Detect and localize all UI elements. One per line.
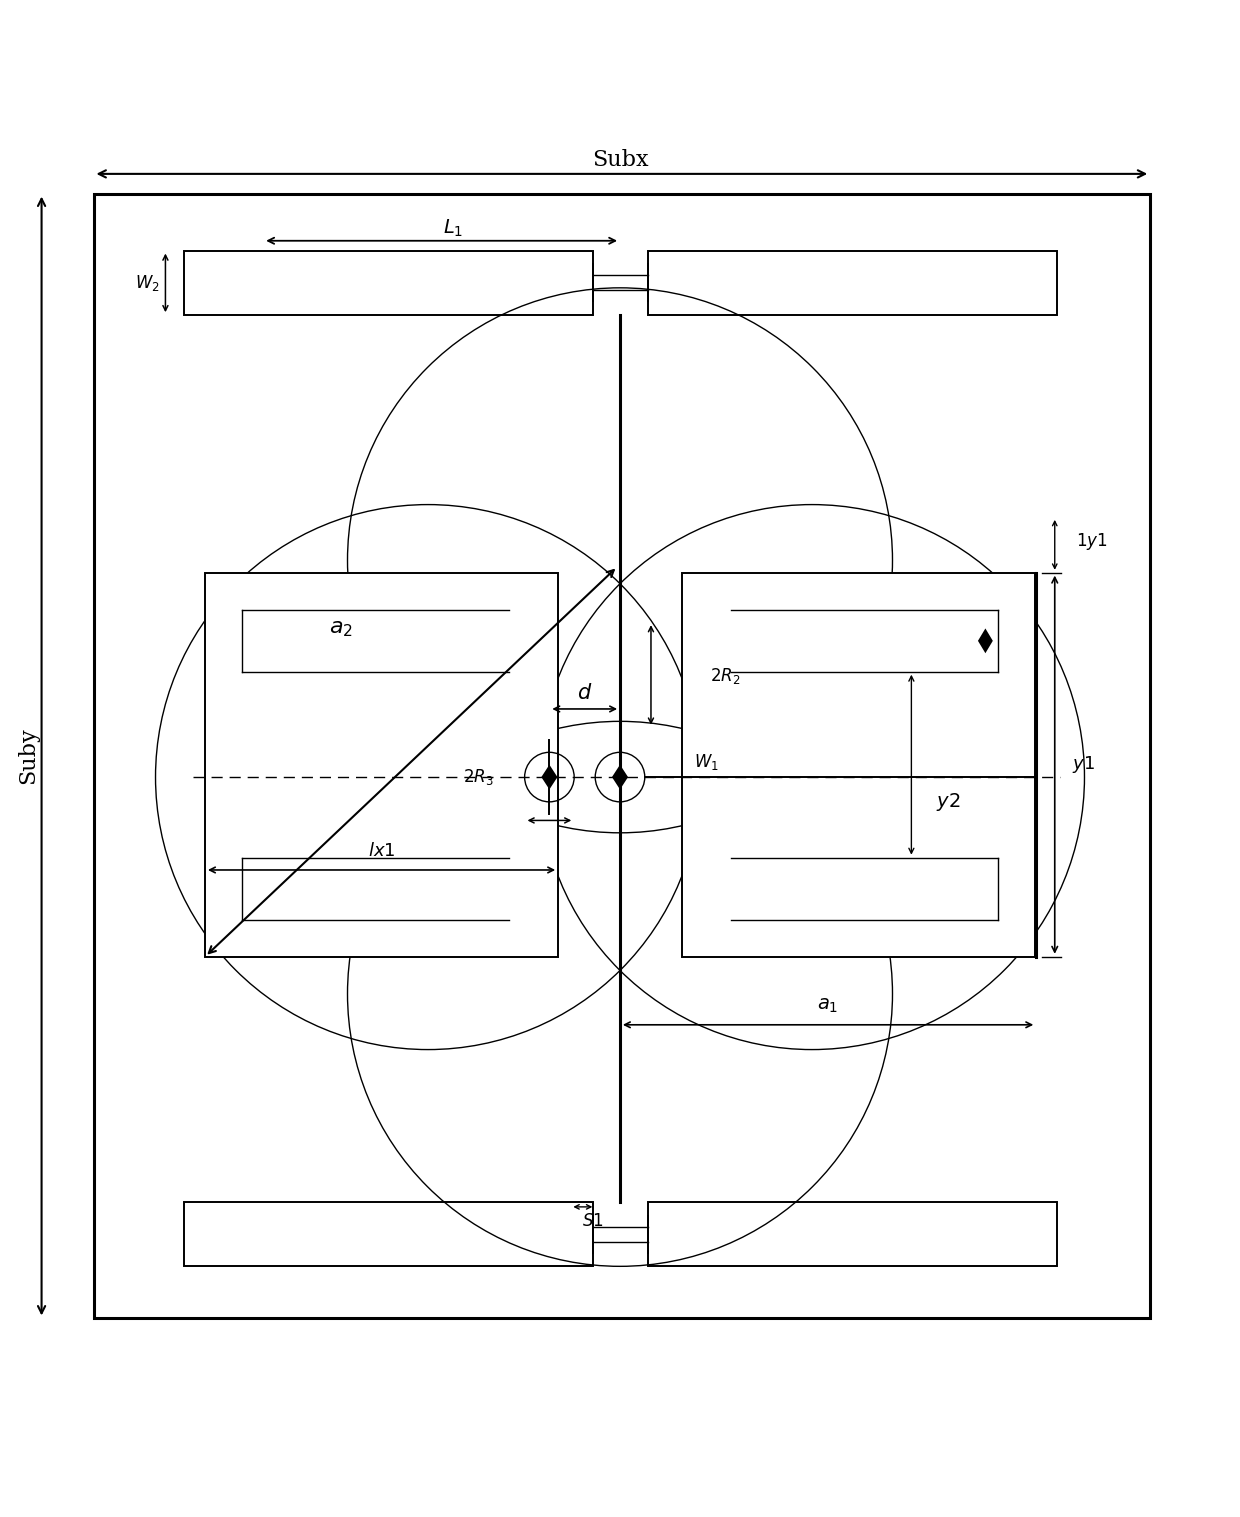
Text: Subx: Subx <box>591 149 649 171</box>
Polygon shape <box>613 765 627 789</box>
Text: $a_2$: $a_2$ <box>330 617 353 640</box>
Text: $2R_3$: $2R_3$ <box>463 768 494 787</box>
Bar <box>205 573 558 957</box>
Text: $lx1$: $lx1$ <box>368 842 396 860</box>
Text: $W_1$: $W_1$ <box>694 752 719 772</box>
Bar <box>649 250 1058 316</box>
Bar <box>649 1201 1058 1267</box>
Text: $y2$: $y2$ <box>936 790 961 813</box>
Text: $S1$: $S1$ <box>582 1214 604 1230</box>
Text: $d$: $d$ <box>577 683 593 702</box>
Text: $a_1$: $a_1$ <box>817 997 838 1015</box>
Polygon shape <box>978 628 993 654</box>
Text: $2R_2$: $2R_2$ <box>711 666 740 686</box>
Bar <box>682 573 1035 957</box>
Text: Suby: Suby <box>17 728 38 784</box>
Bar <box>184 250 593 316</box>
Text: $y1$: $y1$ <box>1071 754 1095 775</box>
Text: $L_1$: $L_1$ <box>443 218 463 240</box>
Bar <box>93 194 1151 1318</box>
Bar <box>184 1201 593 1267</box>
Text: $1y1$: $1y1$ <box>1076 531 1107 552</box>
Polygon shape <box>542 765 558 789</box>
Text: $W_2$: $W_2$ <box>134 273 159 293</box>
